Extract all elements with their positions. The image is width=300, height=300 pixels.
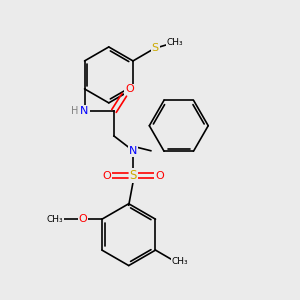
Text: S: S [152, 43, 159, 53]
Text: CH₃: CH₃ [172, 256, 188, 266]
Text: CH₃: CH₃ [167, 38, 183, 47]
Text: CH₃: CH₃ [46, 215, 63, 224]
Text: O: O [102, 171, 111, 181]
Text: N: N [80, 106, 89, 116]
Text: H: H [71, 106, 79, 116]
Text: O: O [155, 171, 164, 181]
Text: O: O [125, 85, 134, 94]
Text: O: O [78, 214, 87, 224]
Text: S: S [129, 169, 137, 182]
Text: N: N [129, 146, 137, 156]
